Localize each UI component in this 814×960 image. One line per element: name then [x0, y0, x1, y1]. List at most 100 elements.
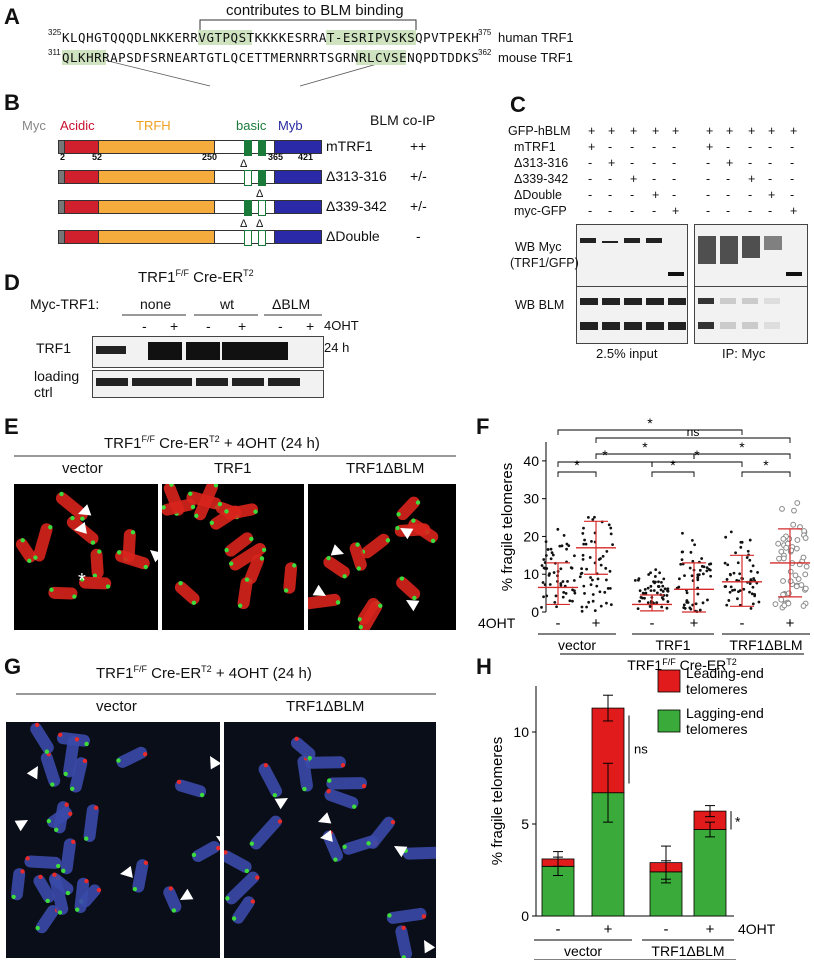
telomere-signal	[302, 786, 307, 792]
construct-coip-1: ++	[410, 138, 427, 154]
telomere-signal	[244, 868, 250, 874]
arrowhead	[78, 504, 92, 516]
chromatid	[83, 804, 99, 843]
chromosome	[194, 484, 219, 521]
arrowhead-shape	[150, 550, 158, 563]
chromatid	[47, 807, 73, 828]
ohr-sign: -	[556, 921, 561, 938]
chromatid	[192, 840, 220, 863]
data-point	[547, 573, 551, 577]
chromosome	[225, 871, 260, 905]
telomere-signal	[421, 914, 427, 919]
data-point	[649, 571, 652, 575]
data-point	[660, 581, 663, 584]
data-point	[727, 599, 731, 602]
chromosome	[231, 896, 256, 924]
data-point	[783, 544, 790, 551]
data-point	[549, 557, 553, 561]
data-point	[595, 584, 599, 588]
chromosome	[132, 859, 149, 893]
sig-bracket	[557, 471, 597, 477]
chromosome	[308, 593, 341, 610]
data-point	[571, 588, 574, 592]
data-point	[591, 593, 595, 596]
telomere-signal	[399, 576, 405, 581]
data-point	[660, 605, 664, 609]
construct-name-3: Δ339-342	[326, 198, 387, 214]
data-point	[689, 607, 693, 611]
data-point	[681, 531, 684, 535]
sig-bracket	[693, 453, 791, 459]
data-point	[588, 556, 592, 559]
chromosome	[10, 868, 26, 901]
data-point	[640, 596, 644, 600]
loading-band	[132, 378, 164, 386]
chromosome	[249, 815, 283, 850]
sig-label: *	[642, 439, 648, 455]
data-point	[638, 589, 642, 593]
telomere-signal	[38, 874, 43, 880]
sign-4-4: -	[672, 188, 677, 202]
chromosome	[24, 855, 62, 869]
data-point	[582, 526, 585, 530]
arrowhead-shape	[74, 522, 87, 534]
legend-label: telomeres	[686, 721, 747, 737]
arrowhead-shape	[318, 812, 332, 824]
data-point	[700, 557, 704, 560]
telomere-signal	[171, 908, 177, 913]
chromatid	[115, 550, 150, 570]
blot-blm-ip	[694, 286, 808, 344]
chromosome	[402, 846, 436, 860]
telomere-signal	[97, 549, 102, 554]
telomere-signal	[54, 827, 59, 833]
data-point	[726, 563, 730, 567]
telomere-signal	[44, 749, 50, 754]
group-label: TRF1ΔBLM	[651, 943, 724, 959]
sign-1-9: -	[790, 140, 795, 154]
title-part: TRF1	[138, 269, 176, 286]
panel-label-h: H	[476, 654, 492, 679]
basic-box-2	[258, 170, 266, 186]
sign-4-8: +	[768, 188, 776, 202]
panel-g-title: TRF1F/F Cre-ERT2 + 4OHT (24 h)	[96, 664, 312, 682]
chromosome	[30, 722, 54, 754]
sign-5-8: -	[768, 204, 773, 218]
sign-2-8: -	[768, 156, 773, 170]
chromosome	[258, 763, 283, 798]
data-point	[607, 523, 611, 527]
sign-2-6: +	[726, 156, 734, 170]
ohr-sign: -	[556, 615, 561, 632]
chromatid	[30, 723, 54, 754]
data-point	[698, 608, 702, 612]
telomere-signal	[130, 530, 136, 535]
data-point	[682, 603, 686, 607]
micrograph-e-trf1dblm	[308, 484, 456, 630]
chromosome	[48, 872, 74, 896]
myc-tag-label: Myc	[22, 118, 46, 133]
chromosome	[162, 498, 196, 516]
arrowhead	[312, 584, 326, 596]
sign-2-7: -	[748, 156, 753, 170]
myb-domain-label: Myb	[278, 118, 303, 133]
chromatid	[258, 763, 283, 798]
data-point	[706, 598, 709, 602]
arrowhead	[26, 766, 38, 780]
band-ip-myc	[742, 236, 760, 258]
sign-2-2: -	[630, 156, 635, 170]
data-point	[604, 578, 608, 582]
chromatid	[74, 877, 90, 914]
chromosome	[358, 600, 383, 630]
chromosome	[322, 830, 344, 862]
telomere-signal	[225, 896, 230, 901]
arrowhead	[210, 756, 220, 770]
data-point	[559, 567, 563, 571]
data-point	[564, 591, 568, 595]
data-point	[792, 572, 799, 579]
chromatid	[33, 523, 53, 562]
telomere-signal	[162, 505, 166, 510]
arrowhead	[74, 522, 87, 534]
chromosome	[115, 550, 150, 570]
sign-3-5: -	[706, 172, 711, 186]
myb-segment	[274, 170, 322, 184]
data-point	[723, 561, 727, 565]
